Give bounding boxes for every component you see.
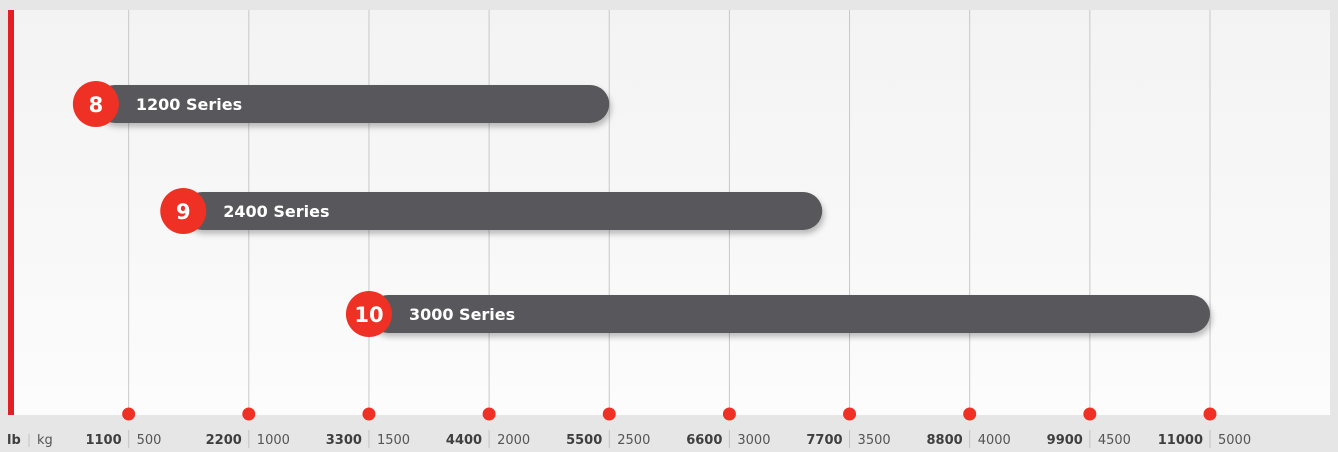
tick-label-lb: 4400 [446,433,482,448]
series-bar: 10 3000 Series [345,291,1210,337]
bar-label: 3000 Series [409,305,515,324]
tick-label-lb: 9900 [1047,433,1083,448]
series-bar: 9 2400 Series [160,188,823,234]
bar-badge-number: 9 [176,200,191,224]
axis-dot [602,407,616,421]
axis-dot [963,407,977,421]
bar-rect [95,85,610,123]
unit-label-kg: kg [37,433,53,448]
bar-badge-number: 8 [89,93,104,117]
tick-label-kg: 4000 [978,433,1011,448]
tick-label-kg: 4500 [1098,433,1131,448]
tick-label-kg: 5000 [1218,433,1251,448]
tick-label-kg: 500 [137,433,162,448]
tick-label-kg: 1500 [377,433,410,448]
bar-label: 1200 Series [136,95,242,114]
bar-badge [345,291,392,337]
axis-dot [1083,407,1097,421]
tick-label-lb: 3300 [326,433,362,448]
axis-dot [242,407,256,421]
tick-label-kg: 2000 [497,433,530,448]
tick-label-lb: 5500 [566,433,602,448]
tick-label-lb: 6600 [686,433,722,448]
unit-label-lb: lb [7,433,21,448]
tick-label-kg: 3500 [858,433,891,448]
left-accent-bar [8,10,14,415]
tick-label-kg: 2500 [617,433,650,448]
bar-rect [183,192,823,230]
tick-label-kg: 3000 [737,433,770,448]
series-bars: 8 1200 Series 9 2400 Series 10 3000 Series [72,81,1210,337]
tick-label-lb: 7700 [806,433,842,448]
axis-dot [482,407,496,421]
tick-label-lb: 8800 [927,433,963,448]
axis-dot [122,407,136,421]
tick-label-kg: 1000 [257,433,290,448]
tick-label-lb: 1100 [85,433,121,448]
series-bar: 8 1200 Series [72,81,610,127]
bar-label: 2400 Series [223,202,329,221]
x-axis: 1100 500 2200 1000 3300 1500 4400 2000 5500 2500 6… [7,407,1251,448]
axis-dot [722,407,736,421]
tick-label-lb: 11000 [1158,433,1203,448]
axis-dot [1203,407,1217,421]
axis-dot [362,407,376,421]
axis-dot [843,407,857,421]
bar-badge [72,81,119,127]
bar-badge [160,188,207,234]
tick-label-lb: 2200 [206,433,242,448]
bar-badge-number: 10 [354,303,383,327]
bar-rect [368,295,1210,333]
